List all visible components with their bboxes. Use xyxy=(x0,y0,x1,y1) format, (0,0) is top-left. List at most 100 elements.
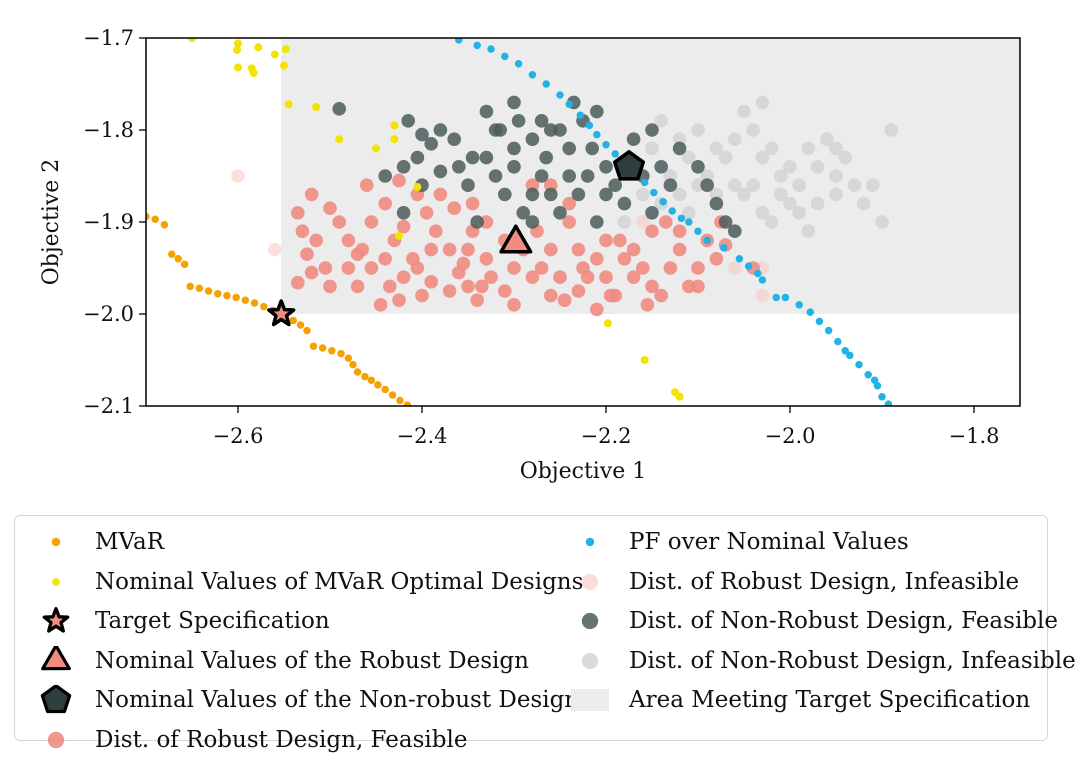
data-point xyxy=(461,178,475,192)
data-point xyxy=(755,206,770,220)
data-point xyxy=(284,100,293,109)
legend-symbol xyxy=(42,607,70,633)
data-point xyxy=(654,160,668,174)
series-mvar xyxy=(146,212,412,406)
legend-label: Nominal Values of the Non-robust Design xyxy=(95,687,580,713)
data-point xyxy=(525,132,540,146)
series-nominal-values-of-mvar-optimal-designs xyxy=(188,38,684,401)
data-point xyxy=(390,135,399,144)
data-point xyxy=(151,215,159,223)
data-point xyxy=(233,45,242,54)
data-point xyxy=(659,198,667,206)
data-point xyxy=(291,275,305,290)
series-nominal-values-of-the-non-robust-design xyxy=(612,150,646,181)
data-point xyxy=(672,242,687,257)
data-point xyxy=(323,201,337,215)
data-point xyxy=(774,169,788,183)
data-point xyxy=(511,114,526,128)
data-point xyxy=(663,261,678,275)
data-point xyxy=(433,187,448,202)
x-tick-label: −1.8 xyxy=(949,424,1000,448)
y-tick-label: −1.7 xyxy=(83,26,134,50)
data-point xyxy=(810,160,825,174)
data-point xyxy=(864,370,872,379)
data-point xyxy=(746,123,760,137)
data-point xyxy=(772,293,780,302)
data-point xyxy=(373,298,388,312)
data-point xyxy=(396,206,411,220)
data-point xyxy=(764,215,779,229)
data-point xyxy=(870,376,879,384)
data-point xyxy=(270,50,279,59)
data-point xyxy=(737,104,751,119)
data-point xyxy=(829,169,843,183)
data-point xyxy=(424,137,439,151)
data-point xyxy=(501,52,509,61)
data-point xyxy=(636,261,650,275)
data-point xyxy=(691,261,705,275)
data-point xyxy=(691,123,705,137)
data-point xyxy=(744,262,753,270)
data-point xyxy=(364,261,379,275)
data-point xyxy=(783,160,797,174)
data-point xyxy=(829,141,843,156)
data-point xyxy=(456,256,471,271)
data-point xyxy=(737,187,751,202)
data-point xyxy=(335,135,344,144)
data-point xyxy=(516,206,530,220)
data-point xyxy=(562,141,576,156)
data-point xyxy=(774,187,788,202)
data-point xyxy=(349,360,357,369)
data-point xyxy=(300,247,314,261)
data-point xyxy=(507,95,521,110)
data-point xyxy=(525,270,540,285)
data-point xyxy=(884,123,898,137)
data-point xyxy=(281,45,290,54)
data-point xyxy=(433,164,448,179)
legend-label: Dist. of Robust Design, Infeasible xyxy=(629,568,1020,595)
data-point xyxy=(231,169,245,183)
special-markers-layer xyxy=(267,150,646,327)
data-point xyxy=(350,279,365,294)
data-point xyxy=(364,215,379,229)
data-point xyxy=(659,215,673,229)
data-point xyxy=(603,319,612,328)
data-point xyxy=(372,144,380,153)
data-point xyxy=(419,206,434,220)
data-point xyxy=(507,261,521,275)
data-point xyxy=(378,169,393,183)
data-point xyxy=(447,201,462,215)
data-point xyxy=(507,141,521,156)
data-point xyxy=(703,236,711,245)
legend-label: Dist. of Non-Robust Design, Feasible xyxy=(629,608,1058,634)
data-point xyxy=(401,114,416,128)
points-layer xyxy=(146,38,898,406)
data-point xyxy=(403,401,412,406)
data-point xyxy=(309,233,324,248)
data-point xyxy=(383,279,397,294)
data-point xyxy=(755,150,770,165)
data-point xyxy=(267,299,296,327)
data-point xyxy=(728,261,742,275)
data-point xyxy=(801,141,816,156)
data-point xyxy=(415,127,429,142)
data-point xyxy=(534,114,549,128)
data-point xyxy=(709,251,724,266)
data-point xyxy=(841,347,849,355)
legend-marker xyxy=(581,612,599,630)
data-point xyxy=(234,63,242,72)
data-point xyxy=(146,212,150,221)
legend-label: Area Meeting Target Specification xyxy=(629,687,1031,713)
data-point xyxy=(455,38,463,44)
data-point xyxy=(617,196,632,211)
data-point xyxy=(654,288,668,303)
data-point xyxy=(691,160,705,174)
legend-symbol xyxy=(51,537,61,547)
legend-symbol xyxy=(581,612,599,630)
legend-symbol xyxy=(47,731,65,748)
data-point xyxy=(528,71,537,79)
data-point xyxy=(280,61,288,70)
data-point xyxy=(795,301,803,309)
data-point xyxy=(479,104,494,119)
data-point xyxy=(608,288,622,303)
